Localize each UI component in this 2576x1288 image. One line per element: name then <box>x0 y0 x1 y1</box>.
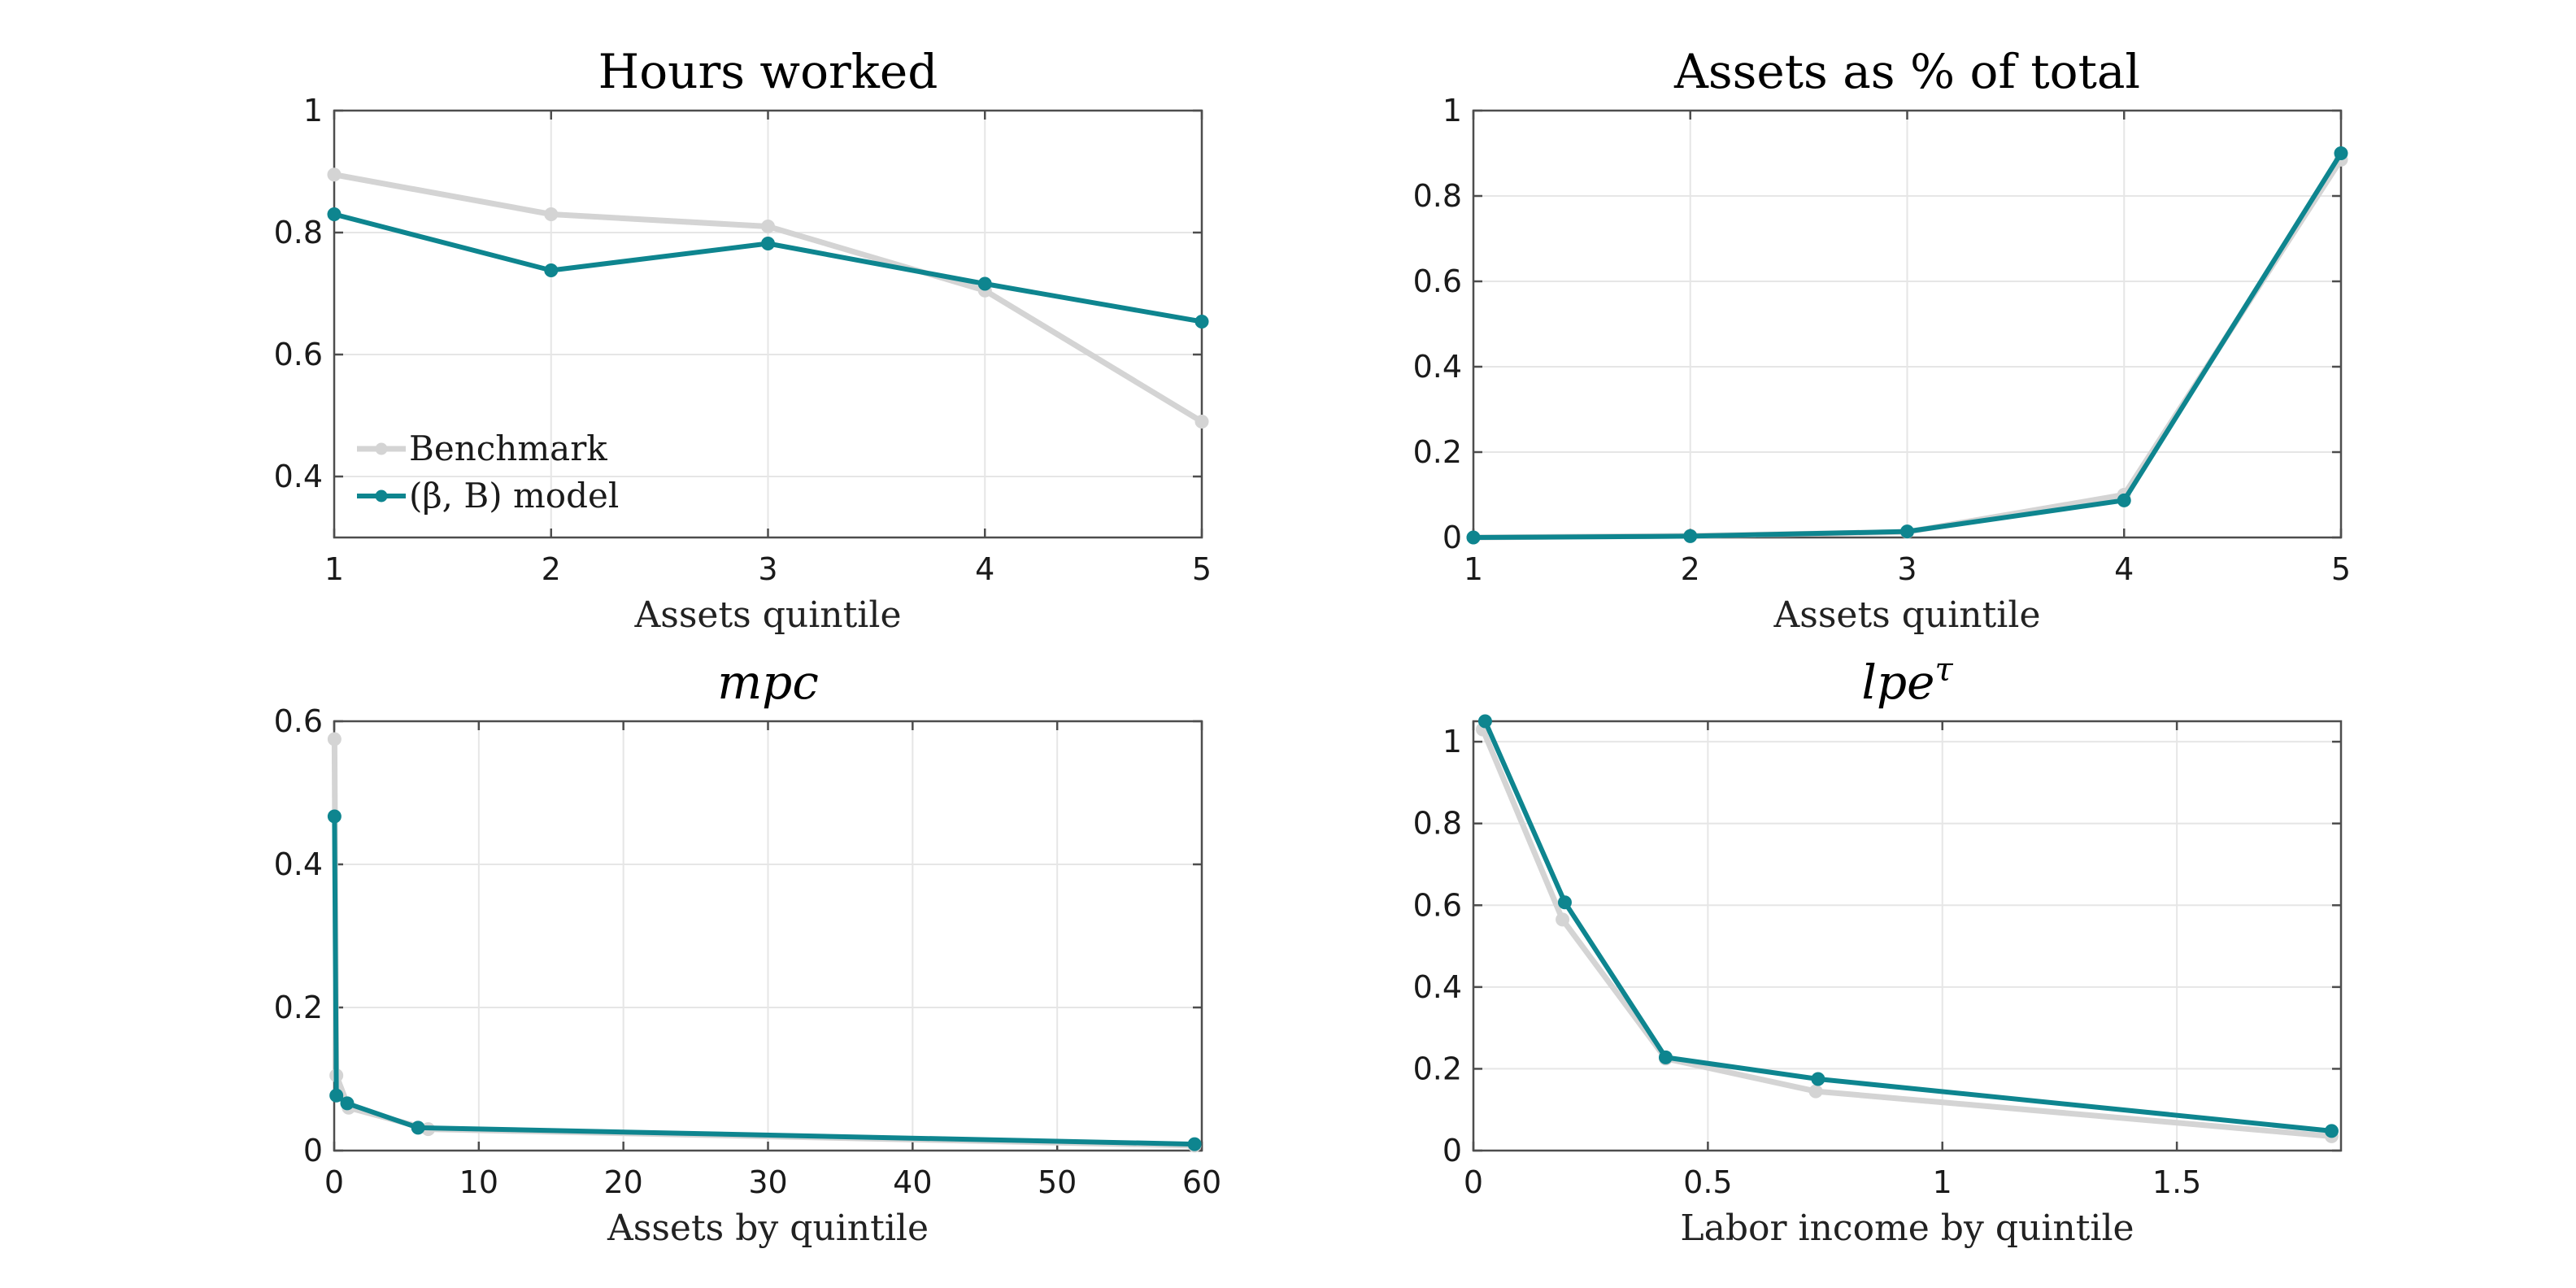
x-tick-label: 2 <box>1681 551 1700 587</box>
y-tick-label: 0 <box>303 1133 323 1168</box>
x-tick-label: 4 <box>2114 551 2134 587</box>
chart-title: Hours worked <box>598 44 938 99</box>
model-data-point <box>544 263 559 277</box>
y-tick-label: 0.6 <box>1413 263 1462 299</box>
y-tick-label: 0.8 <box>274 215 323 250</box>
x-axis-label: Assets quintile <box>1773 594 2040 636</box>
model-data-point <box>1557 895 1572 910</box>
x-tick-label: 5 <box>1192 551 1212 587</box>
y-tick-label: 0.6 <box>274 703 323 739</box>
y-tick-label: 0 <box>1442 1133 1462 1168</box>
y-tick-label: 0.2 <box>1413 1051 1462 1086</box>
legend-benchmark-label: Benchmark <box>409 429 607 468</box>
y-tick-label: 0.4 <box>1413 969 1462 1005</box>
x-axis-label: Assets quintile <box>633 594 901 636</box>
y-tick-label: 0.2 <box>1413 434 1462 470</box>
y-tick-label: 0.8 <box>1413 806 1462 842</box>
y-tick-label: 0.4 <box>1413 349 1462 385</box>
x-axis-label: Assets by quintile <box>607 1208 929 1249</box>
model-data-point <box>1683 529 1698 543</box>
benchmark-data-point <box>1194 415 1209 429</box>
model-data-point <box>329 1088 344 1103</box>
benchmark-data-point <box>327 732 342 746</box>
x-tick-label: 50 <box>1038 1164 1077 1200</box>
model-data-point <box>1477 714 1492 729</box>
benchmark-data-point <box>1556 912 1570 927</box>
chart-title: mpc <box>717 655 819 710</box>
panel-2: 1 2 3 4 5 0 0.2 0.4 0.6 0.8 1 Assets as % of total A… <box>1413 44 2352 636</box>
model-data-point <box>1466 530 1481 545</box>
y-tick-label: 0.8 <box>1413 178 1462 214</box>
model-data-point <box>327 207 342 221</box>
x-tick-label: 0.5 <box>1683 1164 1732 1200</box>
x-tick-label: 5 <box>2331 551 2351 587</box>
y-tick-label: 0.6 <box>1413 887 1462 923</box>
model-data-point <box>977 276 992 291</box>
x-tick-label: 4 <box>975 551 994 587</box>
model-data-point <box>327 809 342 824</box>
panel-4: 0 0.5 1 1.5 0 0.2 0.4 0.6 0.8 1 lpeτ Labor income b… <box>1413 651 2343 1249</box>
x-tick-label: 0 <box>1464 1164 1483 1200</box>
legend-model-label: (β, B) model <box>409 476 619 516</box>
x-tick-label: 10 <box>459 1164 498 1200</box>
model-data-point <box>1187 1137 1202 1151</box>
y-tick-label: 1 <box>303 93 323 128</box>
x-tick-label: 20 <box>603 1164 642 1200</box>
y-tick-label: 1 <box>1442 724 1462 759</box>
y-tick-label: 0.4 <box>274 459 323 494</box>
x-tick-label: 1 <box>324 551 344 587</box>
chart-title: Assets as % of total <box>1673 44 2140 99</box>
benchmark-data-point <box>544 207 559 221</box>
x-tick-label: 2 <box>542 551 561 587</box>
x-tick-label: 0 <box>324 1164 344 1200</box>
y-tick-label: 1 <box>1442 93 1462 128</box>
model-data-point <box>1658 1050 1673 1064</box>
model-data-point <box>2334 146 2348 160</box>
x-tick-label: 3 <box>758 551 777 587</box>
x-tick-label: 60 <box>1182 1164 1221 1200</box>
y-tick-label: 0.6 <box>274 337 323 372</box>
y-tick-label: 0.4 <box>274 846 323 882</box>
model-data-point <box>1900 524 1914 539</box>
x-tick-label: 1 <box>1464 551 1483 587</box>
model-data-point <box>761 237 775 250</box>
chart-title: lpeτ <box>1861 651 1953 710</box>
model-data-point <box>340 1096 355 1111</box>
model-data-point <box>411 1120 425 1135</box>
model-data-point <box>2324 1124 2339 1138</box>
panel-3: 0 10 20 30 40 50 60 0 0.2 0.4 0.6 mpc Assets by quin… <box>274 655 1222 1249</box>
benchmark-data-point <box>1808 1084 1823 1099</box>
panel-1: 1 2 3 4 5 0.4 0.6 0.8 1 Hours worked Assets quinti… <box>274 44 1212 636</box>
model-data-point <box>1194 315 1209 329</box>
x-tick-label: 3 <box>1897 551 1917 587</box>
x-tick-label: 40 <box>893 1164 932 1200</box>
benchmark-data-point <box>327 168 342 182</box>
x-tick-label: 30 <box>748 1164 787 1200</box>
axes-box <box>1472 720 2343 1152</box>
chart-title-superscript: τ <box>1934 651 1953 689</box>
legend-benchmark-marker <box>375 442 388 455</box>
benchmark-data-point <box>761 220 775 233</box>
x-tick-label: 1.5 <box>2152 1164 2201 1200</box>
y-tick-label: 0 <box>1442 520 1462 555</box>
legend: Benchmark (β, B) model <box>357 429 619 516</box>
model-data-point <box>2117 493 2131 507</box>
plot-area <box>1473 721 2341 1151</box>
model-data-point <box>1811 1072 1825 1086</box>
y-tick-label: 0.2 <box>274 990 323 1025</box>
legend-model-marker <box>375 490 388 503</box>
x-tick-label: 1 <box>1933 1164 1952 1200</box>
x-axis-label: Labor income by quintile <box>1680 1208 2134 1249</box>
